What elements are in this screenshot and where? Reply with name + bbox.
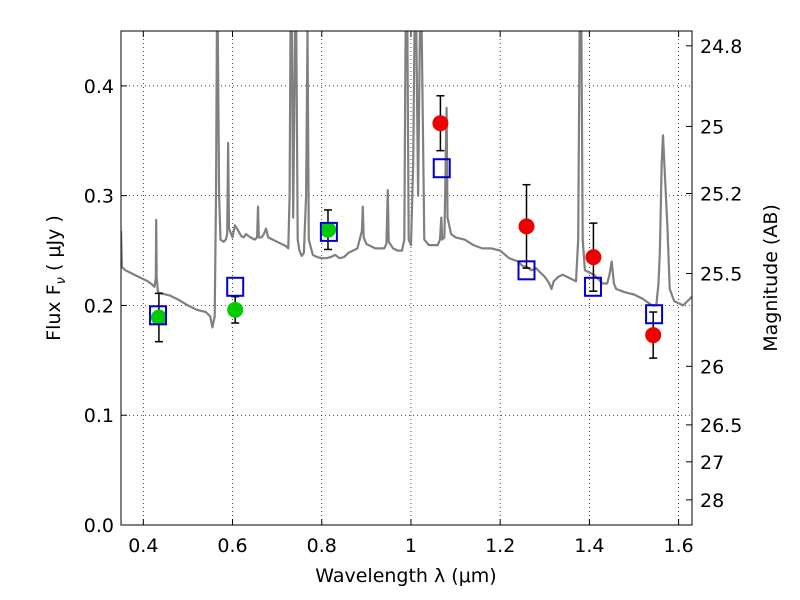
y-axis-title: Flux Fν ( μJy ) bbox=[43, 215, 69, 341]
optical-point bbox=[319, 221, 336, 238]
y-tick-label: 0.1 bbox=[84, 405, 114, 427]
optical-point bbox=[150, 309, 167, 326]
x-tick-label: 1 bbox=[405, 535, 417, 557]
y2-tick-label: 25.2 bbox=[700, 183, 742, 205]
y-tick-label: 0.3 bbox=[84, 186, 114, 208]
model-spectrum-line bbox=[121, 31, 692, 329]
y2-tick-label: 27 bbox=[700, 452, 724, 474]
model-photometry-box bbox=[583, 276, 602, 297]
model-photometry-box bbox=[149, 305, 168, 326]
ir-point bbox=[645, 327, 662, 344]
model-photometry-box bbox=[319, 221, 338, 242]
model-boxes-layer bbox=[149, 158, 664, 326]
x-axis-ticks: 0.4 0.6 0.8 1 1.2 1.4 1.6 bbox=[128, 31, 694, 557]
y2-axis-ticks: 24.8 25 25.2 25.5 26 26.5 27 28 bbox=[686, 36, 742, 512]
y2-tick-label: 24.8 bbox=[700, 36, 742, 58]
y-tick-label: 0.0 bbox=[84, 515, 114, 537]
plot-frame bbox=[120, 30, 693, 526]
model-photometry-box bbox=[517, 260, 536, 281]
y2-tick-label: 25 bbox=[700, 116, 724, 138]
y-axis-title-main: Flux F bbox=[43, 284, 65, 340]
x-tick-label: 0.8 bbox=[307, 535, 337, 557]
y2-tick-label: 26 bbox=[700, 356, 724, 378]
y-axis-title-unit: ( μJy ) bbox=[43, 215, 65, 277]
model-photometry-box bbox=[432, 158, 451, 179]
plot-background bbox=[121, 31, 692, 525]
x-tick-label: 1.6 bbox=[664, 535, 694, 557]
y2-tick-label: 25.5 bbox=[700, 264, 742, 286]
ir-point bbox=[518, 218, 535, 235]
ir-point bbox=[432, 115, 449, 132]
y2-tick-label: 28 bbox=[700, 490, 724, 512]
ir-point bbox=[585, 249, 602, 266]
spectrum-layer bbox=[121, 31, 692, 329]
y-tick-label: 0.4 bbox=[84, 76, 114, 98]
x-tick-label: 0.4 bbox=[128, 535, 158, 557]
x-tick-label: 1.4 bbox=[574, 535, 604, 557]
model-photometry-box bbox=[645, 304, 664, 325]
model-photometry-box bbox=[226, 276, 245, 297]
points-layer bbox=[150, 115, 662, 344]
x-axis-title: Wavelength λ (μm) bbox=[315, 565, 496, 587]
y-axis-title-sub: ν bbox=[54, 277, 69, 284]
y-tick-label: 0.2 bbox=[84, 295, 114, 317]
x-tick-label: 1.2 bbox=[485, 535, 515, 557]
x-tick-label: 0.6 bbox=[217, 535, 247, 557]
optical-point bbox=[227, 301, 244, 318]
y-axis-ticks: 0.0 0.1 0.2 0.3 0.4 bbox=[84, 76, 127, 537]
y2-tick-label: 26.5 bbox=[700, 415, 742, 437]
y2-axis-title: Magnitude (AB) bbox=[760, 204, 782, 352]
